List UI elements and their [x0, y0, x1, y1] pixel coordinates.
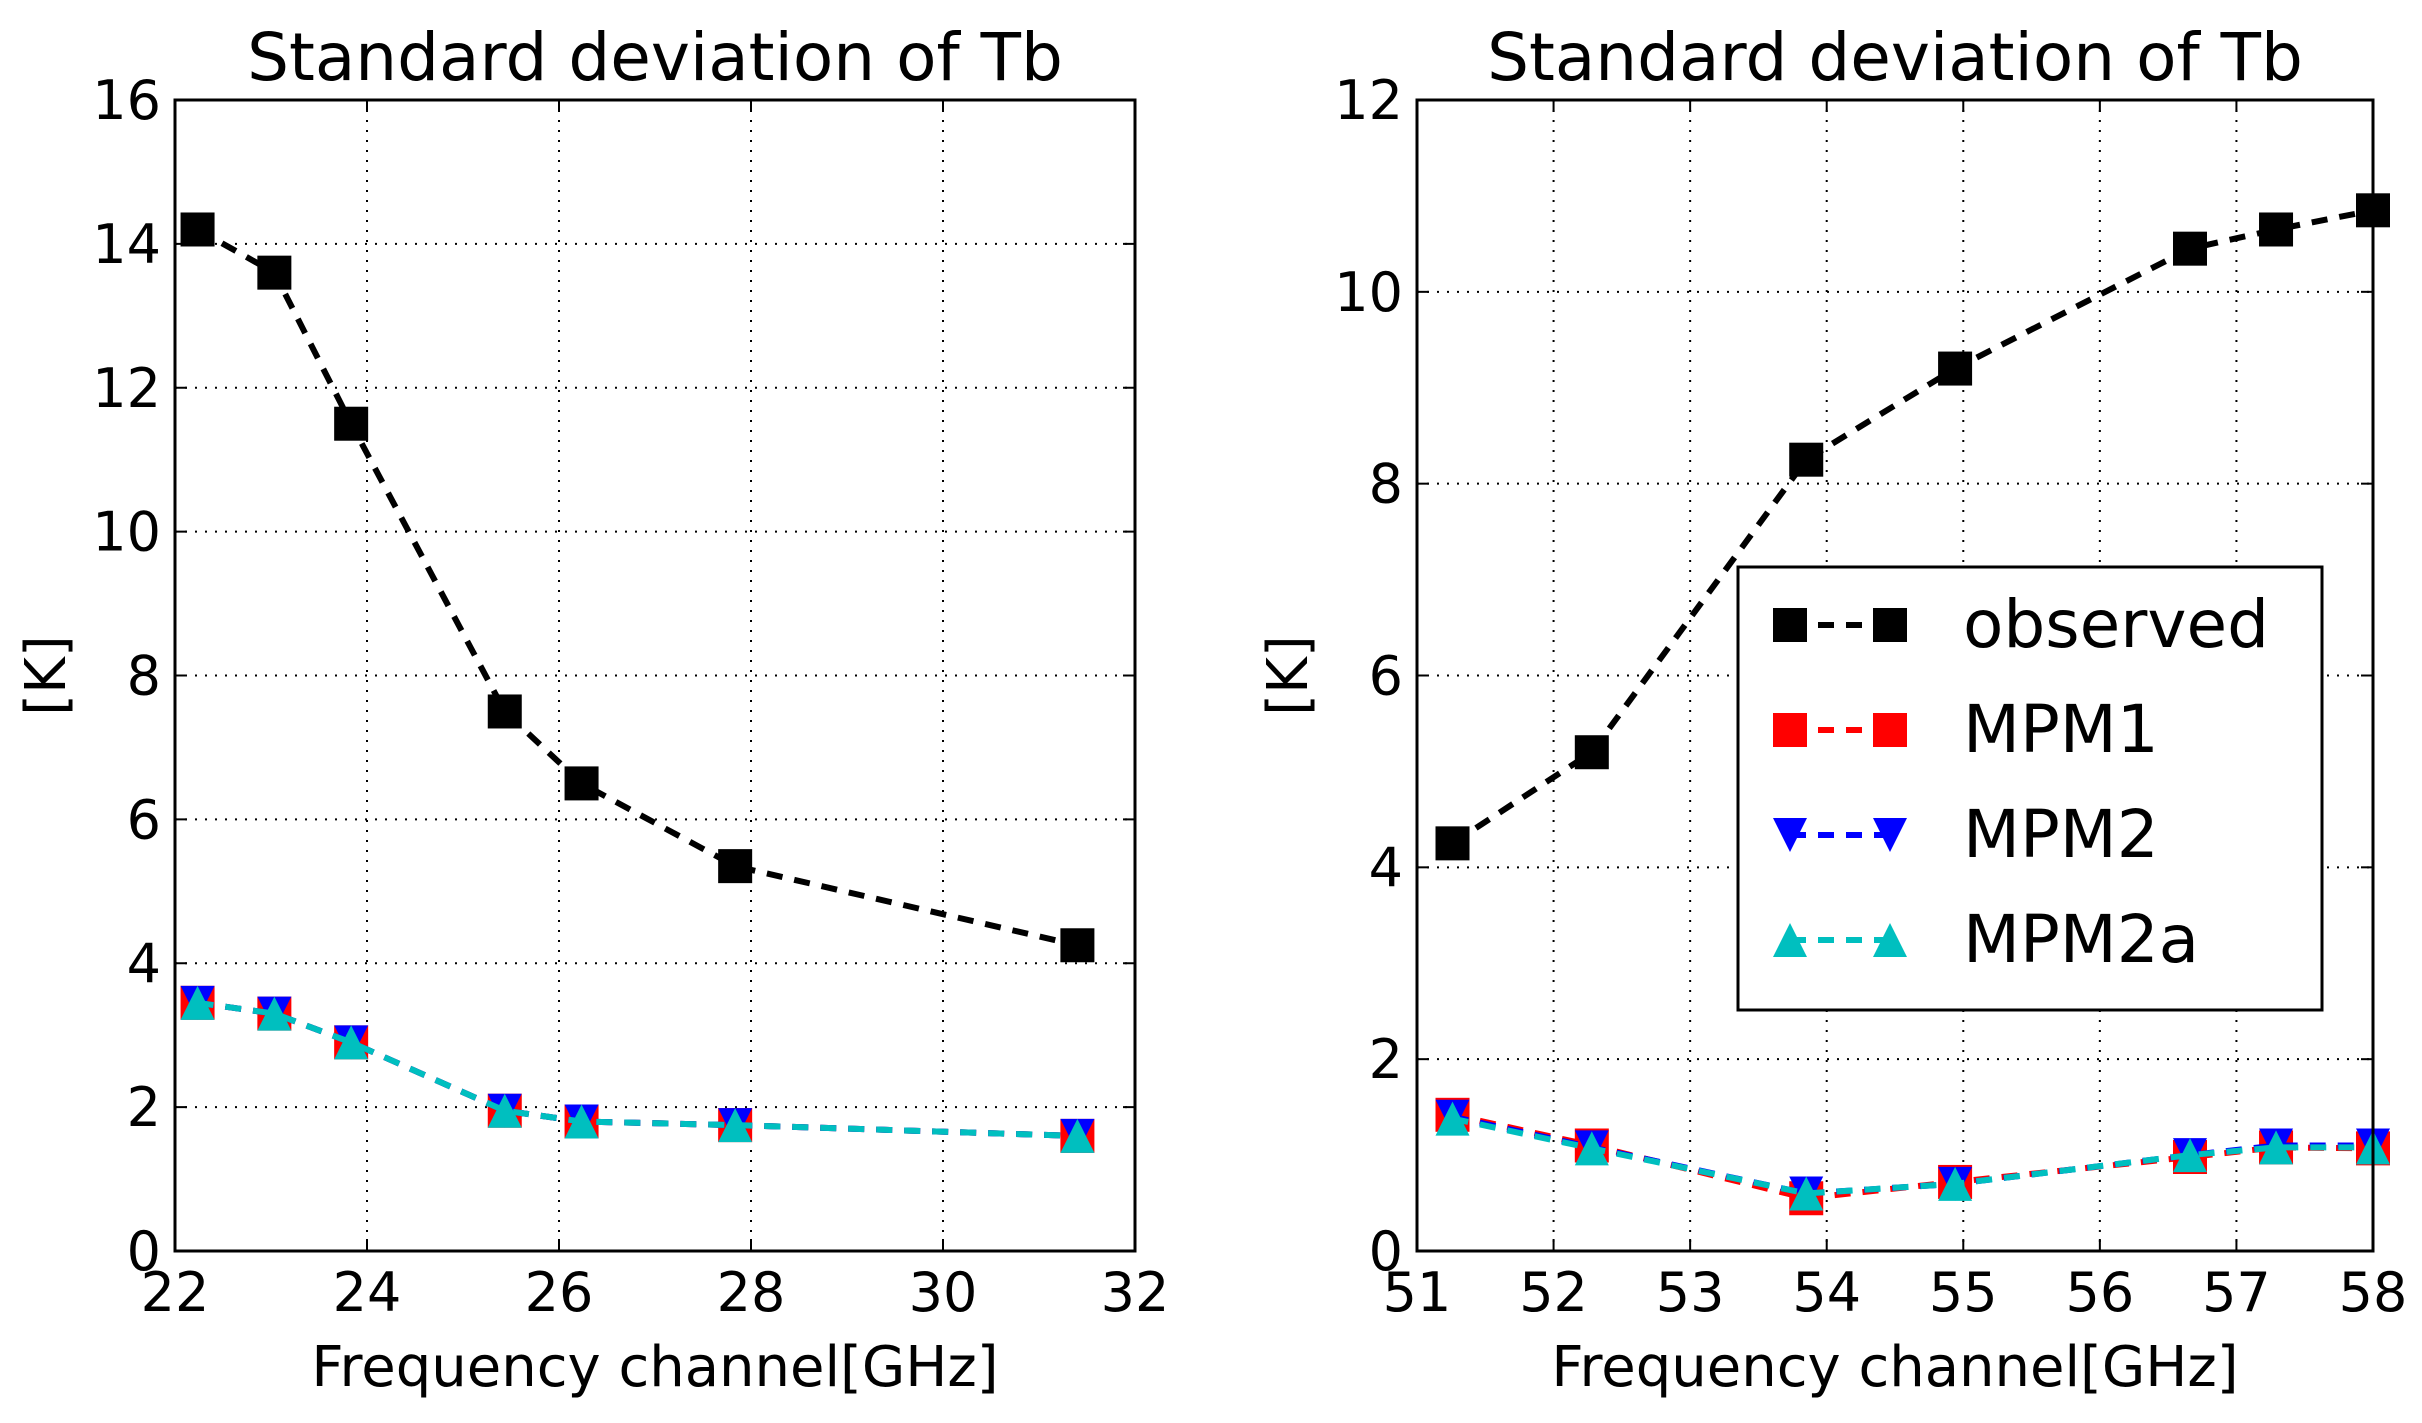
- x-tick-label: 28: [717, 1261, 786, 1324]
- series-line: [196, 226, 1079, 949]
- data-point: [2259, 212, 2294, 247]
- data-point: [1435, 826, 1470, 861]
- x-tick-label: 26: [525, 1261, 594, 1324]
- x-tick-label: 52: [1519, 1261, 1588, 1324]
- legend: observed MPM1 MPM2 MPM2a: [1736, 565, 2324, 1012]
- y-axis-label: [K]: [1256, 635, 1321, 715]
- legend-marker: [1773, 923, 1807, 957]
- x-tick-label: 24: [333, 1261, 402, 1324]
- y-tick-label: 2: [127, 1076, 161, 1139]
- data-point: [564, 1104, 599, 1139]
- data-point: [334, 1025, 369, 1060]
- chart-panel-2: 51 52 53 54 55 56 57 58 0 2 4 6 8 10 12 Standard deviat…: [1256, 19, 2407, 1400]
- data-point: [2172, 1138, 2207, 1173]
- data-point: [1060, 928, 1095, 963]
- legend-marker: [1773, 818, 1807, 852]
- series-mpm1: [1435, 1097, 2390, 1216]
- chart-title: Standard deviation of Tb: [247, 19, 1063, 96]
- y-tick-label: 16: [92, 69, 161, 132]
- x-tick-label: 56: [2065, 1261, 2134, 1324]
- x-tick-label: 54: [1792, 1261, 1861, 1324]
- y-tick-label: 4: [1369, 836, 1403, 899]
- data-point: [1435, 1101, 1470, 1136]
- data-point: [1789, 442, 1824, 477]
- data-point: [2172, 231, 2207, 266]
- x-axis-label: Frequency channel[GHz]: [311, 1335, 998, 1400]
- legend-marker: [1873, 923, 1907, 957]
- series-mpm2: [180, 985, 1095, 1153]
- data-point: [1938, 351, 1973, 386]
- data-point: [718, 1108, 753, 1143]
- series-mpm2a: [180, 985, 1095, 1153]
- y-tick-label: 12: [1334, 69, 1403, 132]
- chart-title: Standard deviation of Tb: [1487, 19, 2303, 96]
- data-point: [257, 255, 292, 290]
- series-line: [197, 999, 1078, 1139]
- legend-label: observed: [1963, 586, 2269, 663]
- data-point: [257, 996, 292, 1031]
- series-mpm2a: [1435, 1101, 2390, 1211]
- series-observed: [180, 212, 1095, 963]
- x-tick-label: 30: [909, 1261, 978, 1324]
- y-tick-label: 0: [127, 1220, 161, 1283]
- plot-frame: [173, 98, 1137, 1253]
- legend-label: MPM1: [1963, 691, 2159, 768]
- y-tick-label: 8: [127, 645, 161, 708]
- plot-frame: [1415, 98, 2375, 1253]
- x-axis-label: Frequency channel[GHz]: [1551, 1335, 2238, 1400]
- x-tick-label: 32: [1101, 1261, 1170, 1324]
- x-tick-label: 22: [141, 1261, 210, 1324]
- x-tick-label: 51: [1383, 1261, 1452, 1324]
- y-tick-label: 6: [127, 788, 161, 851]
- x-tick-label: 55: [1929, 1261, 1998, 1324]
- data-point: [1574, 735, 1609, 770]
- data-point: [718, 849, 753, 884]
- y-tick-label: 12: [92, 357, 161, 420]
- data-point: [2259, 1130, 2294, 1165]
- x-tick-label: 53: [1656, 1261, 1725, 1324]
- data-point: [1574, 1131, 1609, 1166]
- data-point: [334, 406, 369, 441]
- data-point: [1060, 1118, 1095, 1153]
- data-point: [487, 694, 522, 729]
- y-tick-label: 8: [1369, 453, 1403, 516]
- y-tick-label: 0: [1369, 1220, 1403, 1283]
- data-point: [1789, 1176, 1824, 1211]
- legend-marker: [1873, 608, 1907, 642]
- y-tick-label: 14: [92, 213, 161, 276]
- data-point: [1938, 1166, 1973, 1201]
- data-point: [180, 212, 215, 247]
- legend-marker: [1873, 713, 1907, 747]
- legend-marker: [1773, 713, 1807, 747]
- series-observed: [1435, 193, 2390, 861]
- y-tick-label: 2: [1369, 1028, 1403, 1091]
- data-point: [180, 985, 215, 1020]
- data-point: [487, 1093, 522, 1128]
- y-axis-label: [K]: [14, 635, 79, 715]
- series-mpm1: [180, 985, 1095, 1153]
- series-line: [197, 999, 1078, 1139]
- legend-label: MPM2a: [1963, 901, 2199, 978]
- data-point: [564, 766, 599, 801]
- y-tick-label: 10: [1334, 261, 1403, 324]
- y-tick-label: 4: [127, 932, 161, 995]
- legend-marker: [1873, 818, 1907, 852]
- legend-label: MPM2: [1963, 796, 2159, 873]
- series-line: [197, 999, 1078, 1139]
- y-tick-label: 6: [1369, 645, 1403, 708]
- x-tick-label: 57: [2202, 1261, 2271, 1324]
- legend-marker: [1773, 608, 1807, 642]
- legend-box: [1736, 565, 2324, 1012]
- y-tick-label: 10: [92, 501, 161, 564]
- x-tick-label: 58: [2339, 1261, 2408, 1324]
